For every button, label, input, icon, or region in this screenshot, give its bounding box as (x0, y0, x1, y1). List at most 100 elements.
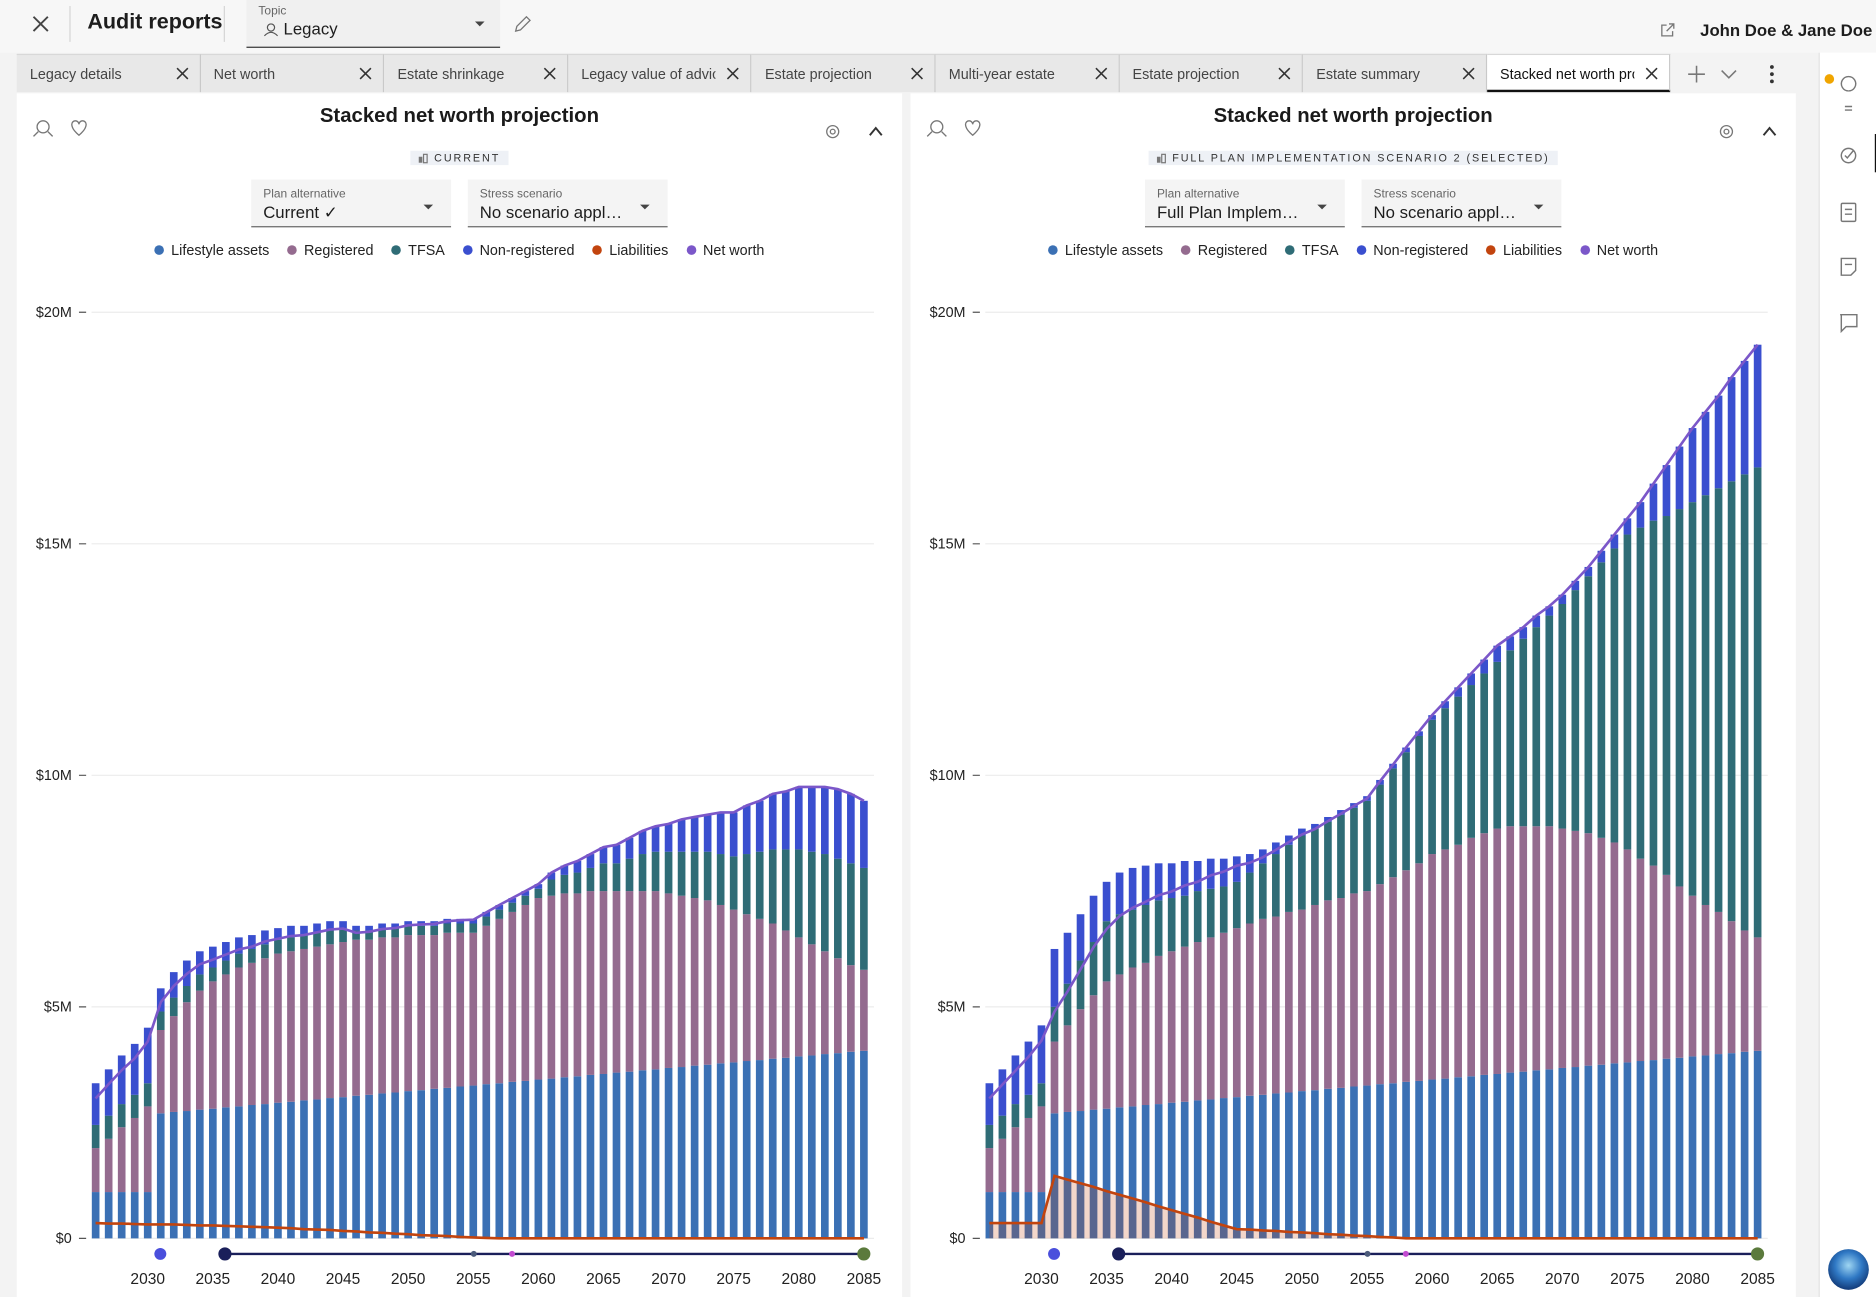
bar-segment (742, 805, 751, 855)
close-button[interactable] (31, 14, 50, 33)
bar-segment (130, 1094, 139, 1118)
x-tick-label: 2045 (326, 1271, 361, 1288)
bar-segment (1740, 930, 1749, 1052)
dropdown-value: No scenario applied (479, 202, 626, 222)
legend-swatch (1579, 245, 1590, 255)
bar-segment (287, 951, 295, 1102)
bar-segment (677, 819, 686, 852)
tab-close-icon[interactable] (910, 67, 923, 80)
y-tick-label: $20M (930, 305, 966, 321)
bar-segment (417, 925, 426, 936)
bar-segment (117, 1055, 126, 1105)
open-external[interactable] (1661, 23, 1675, 37)
bar-segment (1285, 1092, 1293, 1239)
bar-segment (716, 812, 725, 855)
bar-segment (677, 895, 686, 1068)
bar-segment (1389, 768, 1397, 878)
bar-segment (1519, 627, 1528, 639)
legend-item[interactable]: TFSA (1285, 242, 1339, 258)
legend-item[interactable]: Non-registered (1356, 242, 1468, 258)
tab-close-icon[interactable] (359, 67, 372, 80)
bar-segment (1688, 1056, 1697, 1239)
tab[interactable]: Estate summary (1303, 53, 1487, 93)
legend-item[interactable]: Liabilities (1486, 242, 1562, 258)
bar-segment (755, 851, 764, 919)
legend-item[interactable]: Lifestyle assets (154, 242, 269, 258)
topic-select[interactable]: Topic Legacy (246, 0, 501, 48)
bar-segment (1402, 870, 1410, 1082)
bar-segment (300, 948, 308, 1101)
bar-segment (586, 867, 595, 892)
bar-segment (1337, 1087, 1345, 1239)
bar-segment (768, 793, 777, 850)
line-series (94, 785, 865, 1100)
bar-segment (1298, 909, 1306, 1092)
legend-item[interactable]: Liabilities (592, 242, 668, 258)
tab-close-icon[interactable] (1278, 67, 1291, 80)
dropdown[interactable]: Stress scenario No scenario applied (1361, 179, 1562, 228)
tab[interactable]: Stacked net worth projection (1486, 53, 1671, 93)
legend-item[interactable]: Net worth (686, 242, 764, 258)
bar-segment (834, 789, 842, 859)
bar-segment (1493, 645, 1502, 662)
bar-segment (586, 891, 595, 1075)
edit-button[interactable] (513, 15, 531, 34)
bar-segment (651, 826, 660, 852)
tab[interactable]: Estate projection (1119, 53, 1304, 93)
bar-segment (443, 932, 452, 1088)
tab-close-icon[interactable] (1646, 67, 1659, 80)
bar-segment (1714, 395, 1723, 489)
tab[interactable]: Net worth (200, 53, 385, 93)
bar-segment (169, 1111, 178, 1239)
tab-close-icon[interactable] (543, 67, 556, 80)
dropdown-label: Plan alternative (263, 187, 346, 202)
bar-segment (847, 965, 855, 1052)
tab-close-icon[interactable] (175, 67, 188, 80)
bar-segment (625, 837, 634, 859)
bar-segment (104, 1115, 113, 1139)
bar-segment (1102, 1108, 1111, 1239)
legend-item[interactable]: Non-registered (462, 242, 575, 258)
tab-close-icon[interactable] (727, 67, 740, 80)
tab-actions[interactable] (1686, 62, 1794, 86)
panel-tools[interactable] (17, 115, 902, 151)
bar-segment (1753, 1050, 1762, 1239)
legend-item[interactable]: Registered (1181, 242, 1267, 258)
tab[interactable]: Multi-year estate (935, 53, 1120, 93)
panel-tools[interactable] (910, 115, 1795, 151)
bar-segment (1324, 816, 1332, 822)
bar-segment (1688, 502, 1697, 896)
bar-segment (1480, 1074, 1489, 1239)
tab-close-icon[interactable] (1462, 67, 1475, 80)
legend-item[interactable]: TFSA (391, 242, 445, 258)
bar-segment (1324, 821, 1332, 901)
tab[interactable]: Legacy details (16, 53, 201, 93)
bar-segment (1480, 833, 1489, 1075)
tab[interactable]: Estate shrinkage (384, 53, 569, 93)
bar-segment (547, 895, 556, 1079)
bar-segment (261, 1104, 269, 1239)
legend-item[interactable]: Lifestyle assets (1048, 242, 1163, 258)
bar-segment (261, 930, 269, 945)
legend-item[interactable]: Net worth (1579, 242, 1658, 258)
tab[interactable]: Estate projection (751, 53, 936, 93)
dropdown[interactable]: Stress scenario No scenario applied (467, 179, 668, 228)
legend-item[interactable]: Registered (287, 242, 373, 258)
bar-segment (456, 1086, 465, 1239)
bar-segment (1154, 1104, 1163, 1239)
bar-segment (1545, 606, 1554, 616)
caret (1317, 204, 1327, 210)
tab[interactable]: Legacy value of advice (568, 53, 752, 93)
sidebar-icons[interactable] (1820, 53, 1876, 1297)
bar-segment (1428, 1079, 1436, 1239)
bar-segment (1128, 909, 1137, 968)
dropdown[interactable]: Plan alternative Current ✓ (251, 179, 452, 228)
bar-segment (1727, 921, 1736, 1054)
tab-close-icon[interactable] (1094, 67, 1107, 80)
bar-segment (547, 1078, 556, 1239)
line-series (988, 343, 1759, 1100)
bar-segment (729, 1062, 738, 1239)
bar-segment (1232, 928, 1241, 1098)
timeline-marker (1364, 1250, 1371, 1257)
